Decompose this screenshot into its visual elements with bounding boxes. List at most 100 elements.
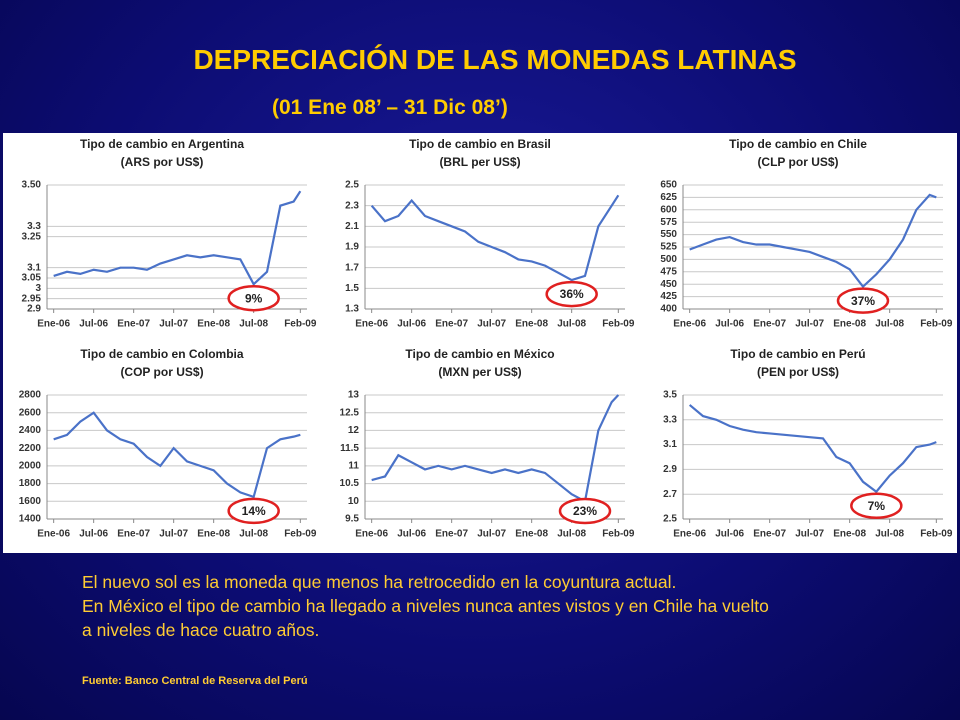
y-tick-label: 425 (660, 291, 677, 302)
x-tick-label: Ene-08 (833, 319, 866, 330)
x-tick-label: Jul-06 (715, 319, 744, 330)
series-line (53, 411, 301, 499)
y-tick-label: 1.9 (345, 242, 359, 253)
y-tick-label: 3.3 (663, 414, 677, 425)
x-tick-label: Feb-09 (284, 319, 317, 330)
x-tick-label: Jul-08 (875, 319, 904, 330)
y-tick-label: 2.5 (345, 180, 359, 191)
y-tick-label: 1800 (19, 478, 42, 489)
note-line: El nuevo sol es la moneda que menos ha r… (82, 572, 677, 592)
x-tick-label: Jul-06 (79, 529, 108, 540)
series-line (370, 194, 620, 282)
x-tick-label: Ene-07 (117, 319, 150, 330)
chart-subtitle: (MXN per US$) (438, 365, 521, 379)
y-tick-label: 9.5 (345, 514, 359, 525)
annotation-ellipse (836, 287, 890, 314)
y-tick-label: 2800 (19, 390, 42, 401)
x-tick-label: Feb-09 (284, 529, 317, 540)
y-tick-label: 2200 (19, 443, 42, 454)
y-tick-label: 3.50 (22, 180, 42, 191)
chart-title: Tipo de cambio en Perú (730, 347, 865, 361)
y-tick-label: 11 (348, 460, 359, 471)
chart-title: Tipo de cambio en Colombia (80, 347, 243, 361)
x-tick-label: Jul-07 (795, 319, 824, 330)
x-tick-label: Ene-08 (515, 529, 548, 540)
y-tick-label: 10.5 (340, 478, 360, 489)
note-line: En México el tipo de cambio ha llegado a… (82, 596, 769, 616)
chart-title: Tipo de cambio en Argentina (80, 137, 244, 151)
y-tick-label: 2.1 (345, 221, 359, 232)
x-tick-label: Ene-07 (435, 529, 468, 540)
x-tick-label: Ene-07 (435, 319, 468, 330)
note-line: a niveles de hace cuatro años. (82, 620, 320, 640)
x-tick-label: Ene-08 (833, 529, 866, 540)
x-tick-label: Jul-08 (239, 319, 268, 330)
y-tick-label: 3.1 (663, 439, 677, 450)
x-tick-label: Jul-06 (397, 529, 426, 540)
x-tick-label: Ene-08 (515, 319, 548, 330)
x-tick-label: Feb-09 (602, 529, 635, 540)
slide-title: DEPRECIACIÓN DE LAS MONEDAS LATINAS (193, 44, 797, 75)
y-tick-label: 1.7 (345, 262, 359, 273)
y-tick-label: 3.05 (22, 273, 42, 284)
series-line (689, 193, 937, 289)
x-tick-label: Feb-09 (602, 319, 635, 330)
chart-title: Tipo de cambio en Brasil (409, 137, 551, 151)
y-tick-label: 550 (660, 229, 677, 240)
y-tick-label: 3.5 (663, 390, 677, 401)
panel-background (3, 133, 957, 553)
annotation: 7% (868, 499, 886, 513)
annotation: 36% (560, 287, 584, 301)
x-tick-label: Jul-07 (159, 319, 188, 330)
y-tick-label: 1.3 (345, 304, 359, 315)
chart-subtitle: (CLP por US$) (757, 155, 838, 169)
y-tick-label: 2.5 (663, 514, 677, 525)
series-line (53, 190, 302, 286)
x-tick-label: Feb-09 (920, 529, 953, 540)
y-tick-label: 2.95 (22, 293, 42, 304)
slide-subtitle: (01 Ene 08’ – 31 Dic 08’) (272, 96, 508, 119)
y-tick-label: 3 (35, 283, 41, 294)
annotation: 9% (245, 291, 263, 305)
annotation: 23% (573, 504, 597, 518)
annotation-ellipse (850, 492, 903, 519)
x-tick-label: Jul-08 (557, 529, 586, 540)
x-tick-label: Jul-07 (159, 529, 188, 540)
chart-title: Tipo de cambio en Chile (729, 137, 867, 151)
chart-subtitle: (PEN por US$) (757, 365, 839, 379)
x-tick-label: Jul-06 (79, 319, 108, 330)
y-tick-label: 3.1 (27, 262, 41, 273)
x-tick-label: Jul-06 (397, 319, 426, 330)
annotation-ellipse (545, 280, 598, 308)
y-tick-label: 3.3 (27, 221, 41, 232)
annotation-ellipse (227, 497, 280, 525)
y-tick-label: 11.5 (340, 443, 359, 454)
x-tick-label: Feb-09 (920, 319, 953, 330)
y-tick-label: 2400 (19, 425, 42, 436)
x-tick-label: Jul-07 (477, 529, 506, 540)
chart-title: Tipo de cambio en México (405, 347, 554, 361)
series-line (688, 404, 937, 494)
y-tick-label: 13 (348, 390, 360, 401)
x-tick-label: Jul-08 (557, 319, 586, 330)
y-tick-label: 2000 (19, 460, 42, 471)
x-tick-label: Jul-07 (795, 529, 824, 540)
x-tick-label: Ene-07 (753, 529, 786, 540)
x-tick-label: Jul-08 (239, 529, 268, 540)
charts-panel: Tipo de cambio en Argentina (ARS por US$)… (3, 133, 957, 553)
y-tick-label: 3.25 (22, 231, 42, 242)
x-tick-label: Jul-06 (715, 529, 744, 540)
x-tick-label: Ene-07 (117, 529, 150, 540)
annotation: 37% (851, 294, 875, 308)
annotation: 14% (242, 504, 266, 518)
x-tick-label: Ene-06 (355, 529, 388, 540)
y-tick-label: 2600 (19, 407, 42, 418)
x-tick-label: Ene-07 (753, 319, 786, 330)
x-tick-label: Ene-08 (197, 529, 230, 540)
y-tick-label: 400 (660, 304, 677, 315)
chart-subtitle: (ARS por US$) (121, 155, 204, 169)
y-tick-label: 2.9 (663, 464, 677, 475)
y-tick-label: 1.5 (345, 283, 359, 294)
y-tick-label: 10 (348, 496, 360, 507)
y-tick-label: 12.5 (340, 407, 360, 418)
